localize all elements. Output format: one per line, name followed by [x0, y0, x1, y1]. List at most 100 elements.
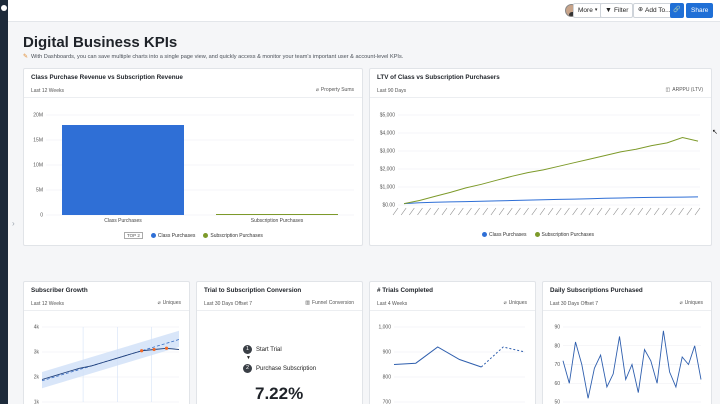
y-tick-label: 2k — [34, 375, 40, 381]
mouse-cursor: ↖ — [712, 129, 718, 136]
step-number: 1 — [243, 345, 252, 354]
x-tick-mark — [539, 207, 546, 216]
card-metric-label: Uniques — [508, 300, 527, 306]
plus-icon: ⊕ — [638, 7, 644, 13]
link-icon: 🔗 — [673, 7, 681, 13]
card-metric-label: Uniques — [162, 300, 181, 306]
card-metric-label: Property Sums — [320, 87, 354, 93]
x-tick-label: Subscription Purchases — [251, 218, 304, 224]
legend-item-subscription[interactable]: Subscription Purchases — [203, 232, 263, 239]
x-tick-mark — [629, 207, 635, 216]
x-tick-mark — [498, 207, 505, 216]
x-tick-mark — [686, 207, 693, 216]
card-metric[interactable]: ⌀ Uniques — [680, 300, 703, 306]
share-button[interactable]: Share — [686, 3, 714, 18]
ltv-line-chart: $5,000 $4,000 $3,000 $2,000 $1,000 $0.00 — [380, 113, 701, 216]
trials-completed-card[interactable]: # Trials Completed Last 4 Weeks ⌀ Unique… — [369, 281, 536, 404]
card-date-range[interactable]: Last 30 Days Offset 7 — [204, 301, 252, 307]
card-title: Subscriber Growth — [31, 287, 88, 294]
x-tick-mark — [482, 207, 489, 216]
x-tick-mark — [653, 207, 660, 216]
y-tick-label: $5,000 — [380, 113, 396, 119]
y-tick-label: 60 — [554, 381, 560, 387]
x-tick-mark — [433, 207, 440, 216]
expand-chevron-icon[interactable]: › — [12, 219, 15, 228]
more-label: More — [578, 7, 593, 14]
x-tick-mark — [645, 207, 652, 216]
card-metric[interactable]: ⌀ Uniques — [158, 300, 181, 306]
legend-item-class[interactable]: Class Purchases — [150, 232, 195, 239]
y-tick-label: 1k — [34, 400, 40, 404]
card-date-range[interactable]: Last 4 Weeks — [377, 301, 408, 307]
uniques-icon: ⌀ — [679, 300, 683, 306]
card-title: Class Purchase Revenue vs Subscription R… — [31, 74, 183, 81]
chart-legend: Class Purchases Subscription Purchases — [482, 232, 594, 238]
x-tick-mark — [555, 207, 562, 216]
card-metric[interactable]: ◫ ARPPU (LTV) — [666, 87, 703, 93]
series-line-class — [403, 196, 699, 205]
daily-subscriptions-card[interactable]: Daily Subscriptions Purchased Last 30 Da… — [542, 281, 712, 404]
y-tick-label: $3,000 — [380, 149, 396, 155]
divider — [24, 97, 362, 98]
page-title: Digital Business KPIs — [23, 34, 178, 51]
x-tick-mark — [474, 207, 480, 216]
x-tick-mark — [441, 207, 448, 216]
x-tick-mark — [572, 207, 578, 216]
trials-line-partial — [480, 346, 526, 368]
filter-icon: ▼ — [605, 7, 612, 14]
trial-conversion-card[interactable]: Trial to Subscription Conversion Last 30… — [196, 281, 363, 404]
legend-item-class[interactable]: Class Purchases — [482, 232, 527, 238]
y-tick-label: 70 — [554, 362, 560, 368]
card-metric-label: ARPPU (LTV) — [672, 87, 703, 93]
trials-line — [393, 346, 482, 368]
ltv-card[interactable]: LTV of Class vs Subscription Purchasers … — [369, 68, 712, 246]
description-text: With Dashboards, you can save multiple c… — [31, 53, 404, 60]
x-tick-label: Class Purchases — [104, 218, 142, 224]
actual-line — [41, 347, 180, 380]
filter-button[interactable]: ▼ Filter — [600, 3, 634, 18]
x-tick-mark — [531, 207, 538, 216]
card-metric[interactable]: ⌀ Uniques — [504, 300, 527, 306]
link-button[interactable]: 🔗 — [670, 3, 684, 18]
card-date-range[interactable]: Last 12 Weeks — [31, 88, 64, 94]
x-tick-mark — [515, 207, 521, 216]
bar — [62, 125, 184, 215]
sum-icon: ⌀ — [315, 87, 319, 93]
share-label: Share — [691, 7, 709, 14]
conversion-rate: 7.22% — [255, 384, 304, 403]
card-date-range[interactable]: Last 90 Days — [377, 88, 407, 94]
app-logo-icon[interactable] — [1, 5, 7, 11]
x-tick-mark — [621, 207, 627, 216]
top-n-badge[interactable]: TOP 2 — [124, 232, 143, 239]
more-button[interactable]: More ▾ — [573, 3, 603, 18]
x-tick-mark — [409, 207, 415, 216]
x-tick-mark — [392, 207, 399, 216]
step-number: 2 — [243, 364, 252, 373]
x-tick-mark — [637, 207, 644, 216]
x-tick-mark — [613, 207, 619, 216]
y-tick-label: 3k — [34, 350, 40, 356]
card-title: LTV of Class vs Subscription Purchasers — [377, 74, 500, 81]
x-tick-mark — [662, 207, 668, 216]
y-tick-label: 0 — [40, 213, 43, 219]
revenue-card[interactable]: Class Purchase Revenue vs Subscription R… — [23, 68, 363, 246]
legend-item-subscription[interactable]: Subscription Purchases — [534, 232, 594, 238]
subscriber-growth-card[interactable]: Subscriber Growth Last 12 Weeks ⌀ Unique… — [23, 281, 190, 404]
y-tick-label: 1,000 — [378, 325, 391, 331]
card-metric[interactable]: ⌀ Property Sums — [316, 87, 354, 93]
x-tick-mark — [507, 207, 513, 216]
chevron-down-icon: ▾ — [594, 7, 598, 13]
pencil-icon[interactable]: ✎ — [23, 54, 29, 60]
x-tick-mark — [580, 207, 586, 216]
y-tick-label: 4k — [34, 325, 40, 331]
x-tick-mark — [694, 207, 701, 216]
card-metric[interactable]: ▥ Funnel Conversion — [305, 300, 354, 306]
x-tick-mark — [490, 207, 497, 216]
x-tick-mark — [425, 207, 431, 216]
funnel-step-1: 1 Start Trial — [243, 345, 282, 354]
card-date-range[interactable]: Last 12 Weeks — [31, 301, 64, 307]
card-date-range[interactable]: Last 30 Days Offset 7 — [550, 301, 598, 307]
x-tick-mark — [564, 207, 570, 216]
uniques-icon: ⌀ — [157, 300, 161, 306]
add-to-label: Add To... — [645, 7, 671, 14]
